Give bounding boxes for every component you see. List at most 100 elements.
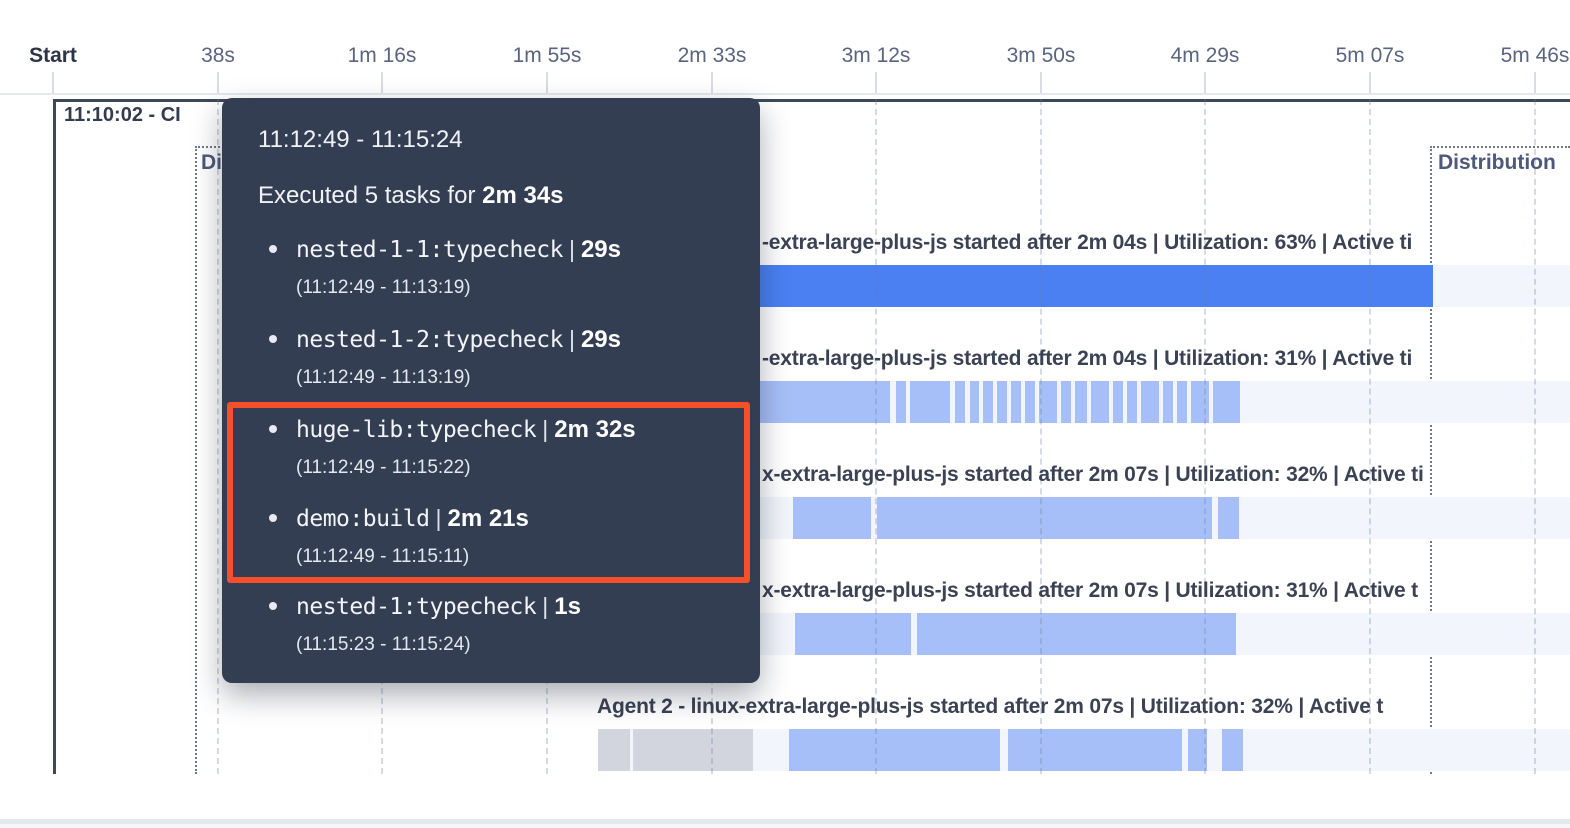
axis-tick-mark: [711, 72, 713, 93]
task-separator: |: [542, 416, 549, 442]
axis-tick-mark: [52, 72, 54, 93]
axis-baseline: [0, 93, 1570, 95]
bar-segment[interactable]: [1011, 381, 1021, 423]
tooltip-summary-duration: 2m 34s: [482, 182, 564, 209]
bar-segment[interactable]: [1061, 381, 1071, 423]
task-separator: |: [568, 326, 575, 352]
axis-tick-mark: [875, 72, 877, 93]
axis-tick-label: 3m 50s: [1006, 44, 1076, 67]
bar-segment[interactable]: [1218, 497, 1239, 539]
tooltip-task-item: demo:build | 2m 21s (11:12:49 - 11:15:11): [222, 505, 760, 589]
bar-segment[interactable]: [1188, 729, 1207, 771]
bar-segment[interactable]: [1025, 381, 1035, 423]
task-duration: 2m 21s: [447, 505, 529, 532]
axis-tick-label: 5m 07s: [1335, 44, 1405, 67]
bar-segment[interactable]: [1177, 381, 1187, 423]
axis-tick-mark: [1204, 72, 1206, 93]
bullet-icon: [269, 335, 277, 343]
task-time-range: (11:12:49 - 11:13:19): [296, 277, 471, 298]
bar-segment[interactable]: [1163, 381, 1173, 423]
bar-segment[interactable]: [1141, 381, 1159, 423]
bar-segment[interactable]: [910, 381, 950, 423]
tooltip-task-item: nested-1-2:typecheck | 29s (11:12:49 - 11:1…: [222, 326, 760, 410]
axis-tick-label: 38s: [201, 44, 235, 67]
distribution-box-right: [1430, 146, 1570, 774]
task-time-range: (11:15:23 - 11:15:24): [296, 634, 471, 655]
task-separator: |: [542, 593, 549, 619]
distribution-label-left: Distribution: [201, 151, 222, 174]
distribution-label-right: Distribution: [1438, 151, 1556, 174]
task-name: nested-1-2:typecheck: [296, 327, 563, 353]
task-time-range: (11:12:49 - 11:13:19): [296, 367, 471, 388]
agent-row-label: x-extra-large-plus-js started after 2m 0…: [762, 463, 1424, 486]
task-time-range: (11:12:49 - 11:15:22): [296, 457, 471, 478]
axis-tick-mark: [1369, 72, 1371, 93]
task-name: demo:build: [296, 506, 430, 532]
bar-segment[interactable]: [795, 613, 911, 655]
bar-segment[interactable]: [970, 381, 979, 423]
bar-segment[interactable]: [1039, 381, 1057, 423]
bar-segment[interactable]: [1127, 381, 1137, 423]
bar-segment[interactable]: [1008, 729, 1182, 771]
axis-tick-label: 1m 16s: [347, 44, 417, 67]
axis-tick-label: 5m 46s: [1500, 44, 1570, 67]
bottom-divider: [0, 819, 1570, 824]
bar-segment[interactable]: [1213, 381, 1240, 423]
bullet-icon: [269, 514, 277, 522]
task-title: nested-1:typecheck | 1s: [296, 593, 581, 621]
bullet-icon: [269, 425, 277, 433]
bar-segment[interactable]: [896, 381, 906, 423]
bar-segment[interactable]: [1222, 729, 1243, 771]
axis-tick-label: 3m 12s: [841, 44, 911, 67]
tooltip-task-item: nested-1-1:typecheck | 29s (11:12:49 - 11:1…: [222, 236, 760, 320]
task-title: huge-lib:typecheck | 2m 32s: [296, 416, 636, 444]
task-separator: |: [435, 505, 442, 531]
bar-segment[interactable]: [1113, 381, 1123, 423]
task-title: nested-1-1:typecheck | 29s: [296, 236, 621, 264]
bar-segment[interactable]: [793, 497, 871, 539]
bar-segment[interactable]: [983, 381, 993, 423]
tooltip-summary-text: Executed 5 tasks for: [258, 182, 483, 209]
task-separator: |: [568, 236, 575, 262]
task-title: demo:build | 2m 21s: [296, 505, 529, 533]
bar-segment[interactable]: [633, 729, 753, 771]
bullet-icon: [269, 602, 277, 610]
axis-tick-label: 2m 33s: [677, 44, 747, 67]
axis-tick-label: 1m 55s: [512, 44, 582, 67]
axis-tick-label: Start: [29, 44, 77, 67]
tooltip-task-item: huge-lib:typecheck | 2m 32s (11:12:49 - 11:…: [222, 416, 760, 500]
bar-segment[interactable]: [877, 497, 1212, 539]
axis-tick-mark: [1040, 72, 1042, 93]
bar-segment[interactable]: [1091, 381, 1109, 423]
agent-row-label: -extra-large-plus-js started after 2m 04…: [762, 231, 1413, 254]
axis-tick-mark: [1534, 72, 1536, 93]
ci-execution-label: 11:10:02 - CI: [64, 104, 181, 126]
bar-segment[interactable]: [955, 381, 965, 423]
tooltip-summary: Executed 5 tasks for 2m 34s: [258, 182, 564, 210]
task-duration: 29s: [580, 326, 621, 353]
bar-segment[interactable]: [789, 729, 1000, 771]
bar-segment[interactable]: [598, 729, 630, 771]
highlight-box: [227, 402, 750, 583]
tooltip-task-item: nested-1:typecheck | 1s (11:15:23 - 11:15:2…: [222, 593, 760, 677]
tooltip-time-range: 11:12:49 - 11:15:24: [258, 126, 463, 153]
bar-segment[interactable]: [997, 381, 1007, 423]
task-name: huge-lib:typecheck: [296, 417, 537, 443]
bar-segment[interactable]: [1075, 381, 1087, 423]
task-name: nested-1:typecheck: [296, 594, 537, 620]
task-title: nested-1-2:typecheck | 29s: [296, 326, 621, 354]
bullet-icon: [269, 245, 277, 253]
bar-segment[interactable]: [1191, 381, 1209, 423]
task-duration: 1s: [554, 593, 581, 620]
agent-row-label: Agent 2 - linux-extra-large-plus-js star…: [597, 695, 1384, 718]
ci-execution-container: [53, 99, 1570, 774]
bottom-fill: [0, 824, 1570, 828]
agent-row-label: -extra-large-plus-js started after 2m 04…: [762, 347, 1413, 370]
bar-segment[interactable]: [917, 613, 1236, 655]
axis-tick-mark: [381, 72, 383, 93]
axis-tick-mark: [217, 72, 219, 93]
task-time-range: (11:12:49 - 11:15:11): [296, 546, 470, 567]
task-name: nested-1-1:typecheck: [296, 237, 563, 263]
task-tooltip: 11:12:49 - 11:15:24 Executed 5 tasks for…: [222, 98, 760, 683]
